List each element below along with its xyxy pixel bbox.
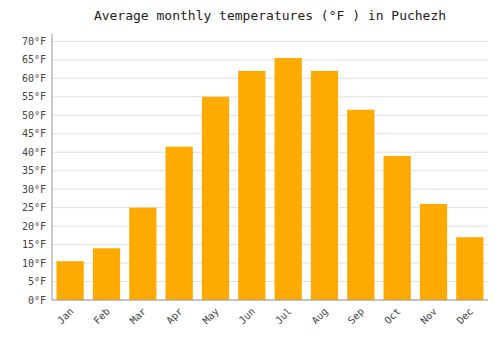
y-tick-label: 15°F [22,239,46,250]
y-tick-label: 10°F [22,258,46,269]
x-tick-label: Feb [91,306,112,327]
x-tick-label: Jul [273,306,294,327]
grid-line [52,300,488,301]
x-tick-label: Nov [418,306,439,327]
x-axis-line [52,300,488,301]
y-tick-label: 0°F [28,295,46,306]
x-tick-label: May [200,306,221,327]
y-axis-line [52,34,53,300]
y-tick-label: 70°F [22,36,46,47]
grid-line [52,96,488,97]
bar [166,147,193,300]
grid-line [52,115,488,116]
x-tick-label: Jan [55,306,76,327]
x-tick-label: Apr [164,306,185,327]
bar [238,71,265,300]
x-tick-label: Dec [455,306,476,327]
y-tick-label: 60°F [22,73,46,84]
bar [311,71,338,300]
title: Average monthly temperatures (°F ) in Pu… [94,8,446,23]
grid-line [52,170,488,171]
x-tick-label: Jun [237,306,258,327]
grid-line [52,59,488,60]
y-tick-label: 20°F [22,221,46,232]
y-tick-label: 50°F [22,110,46,121]
y-tick-label: 55°F [22,91,46,102]
bar [275,58,302,300]
grid [52,41,488,300]
bar [129,208,156,300]
bar [202,97,229,300]
bar [347,110,374,300]
page: {"chart_data": {"type": "bar", "title": … [0,0,500,350]
y-tick-label: 45°F [22,128,46,139]
bar [57,261,84,300]
bar [420,204,447,300]
y-tick-label: 35°F [22,165,46,176]
y-tick-label: 65°F [22,54,46,65]
bar [456,237,483,300]
bars [57,58,484,300]
y-tick-label: 30°F [22,184,46,195]
x-tick-label: Oct [382,306,403,327]
x-tick-label: Sep [346,306,367,327]
y-tick-label: 40°F [22,147,46,158]
x-tick-label: Mar [128,306,149,327]
grid-line [52,41,488,42]
bar [384,156,411,300]
grid-line [52,152,488,153]
grid-line [52,78,488,79]
y-tick-label: 25°F [22,202,46,213]
grid-line [52,189,488,190]
chart: Average monthly temperatures (°F ) in Pu… [0,0,500,350]
y-tick-label: 5°F [28,276,46,287]
grid-line [52,133,488,134]
x-tick-label: Aug [309,306,330,327]
bar [93,248,120,300]
